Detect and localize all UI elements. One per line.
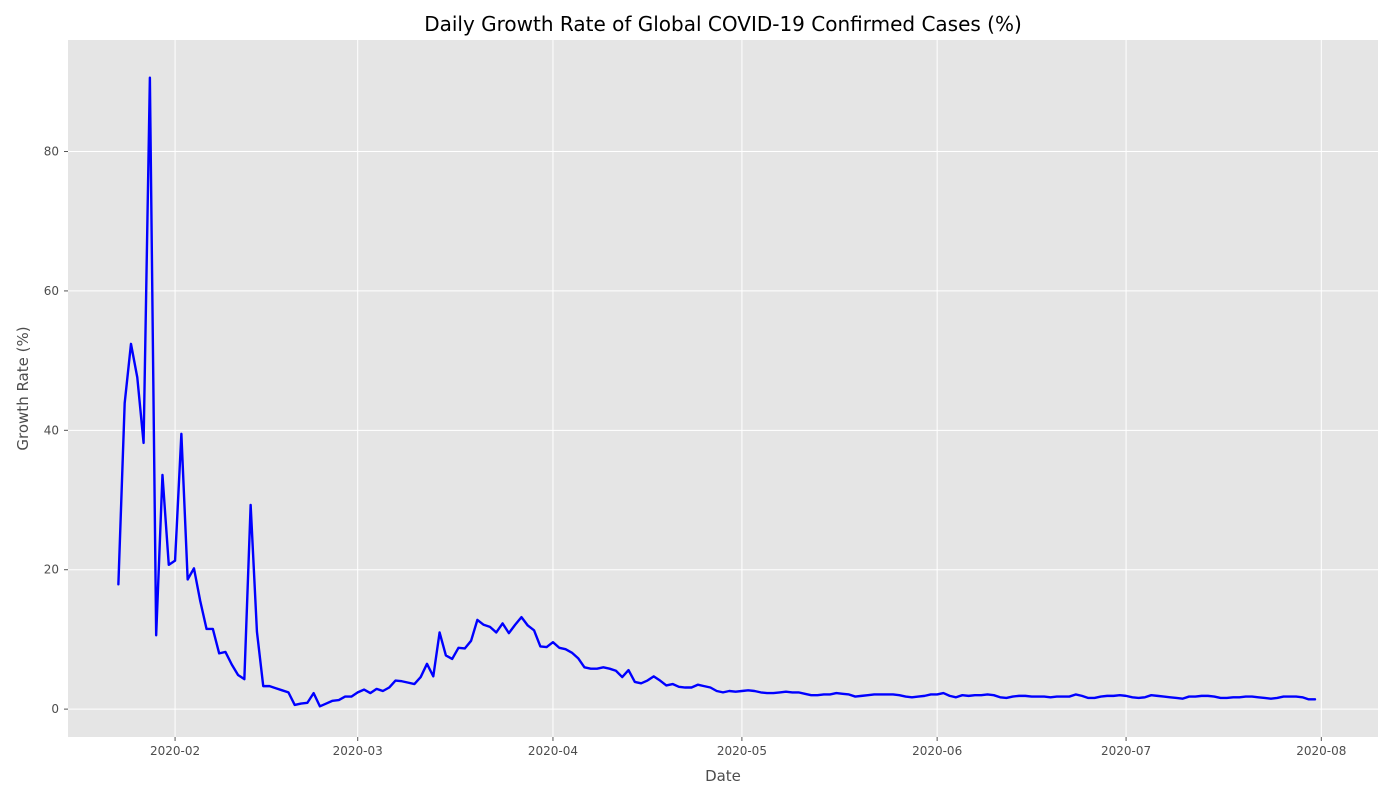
x-tick-label: 2020-02 (150, 744, 200, 758)
x-tick-label: 2020-05 (717, 744, 767, 758)
x-tick-label: 2020-06 (912, 744, 962, 758)
y-axis-ticks: 0 20 40 60 80 (44, 145, 68, 716)
x-tick-label: 2020-04 (528, 744, 578, 758)
x-grid (174, 40, 1322, 737)
series-line (117, 76, 1317, 708)
y-tick-label: 20 (44, 563, 59, 577)
x-tick-label: 2020-07 (1101, 744, 1151, 758)
y-tick-label: 60 (44, 284, 59, 298)
x-axis-ticks: 2020-02 2020-03 2020-04 2020-05 2020-06 2020-… (150, 737, 1346, 758)
x-tick-label: 2020-03 (333, 744, 383, 758)
x-axis-label: Date (705, 767, 741, 785)
x-tick-label: 2020-08 (1296, 744, 1346, 758)
y-axis-label: Growth Rate (%) (14, 326, 32, 450)
y-tick-label: 80 (44, 145, 59, 159)
y-grid (68, 151, 1378, 710)
y-tick-label: 40 (44, 423, 59, 437)
chart-title: Daily Growth Rate of Global COVID-19 Con… (424, 12, 1022, 36)
y-tick-label: 0 (51, 702, 59, 716)
plot-area (68, 40, 1378, 737)
